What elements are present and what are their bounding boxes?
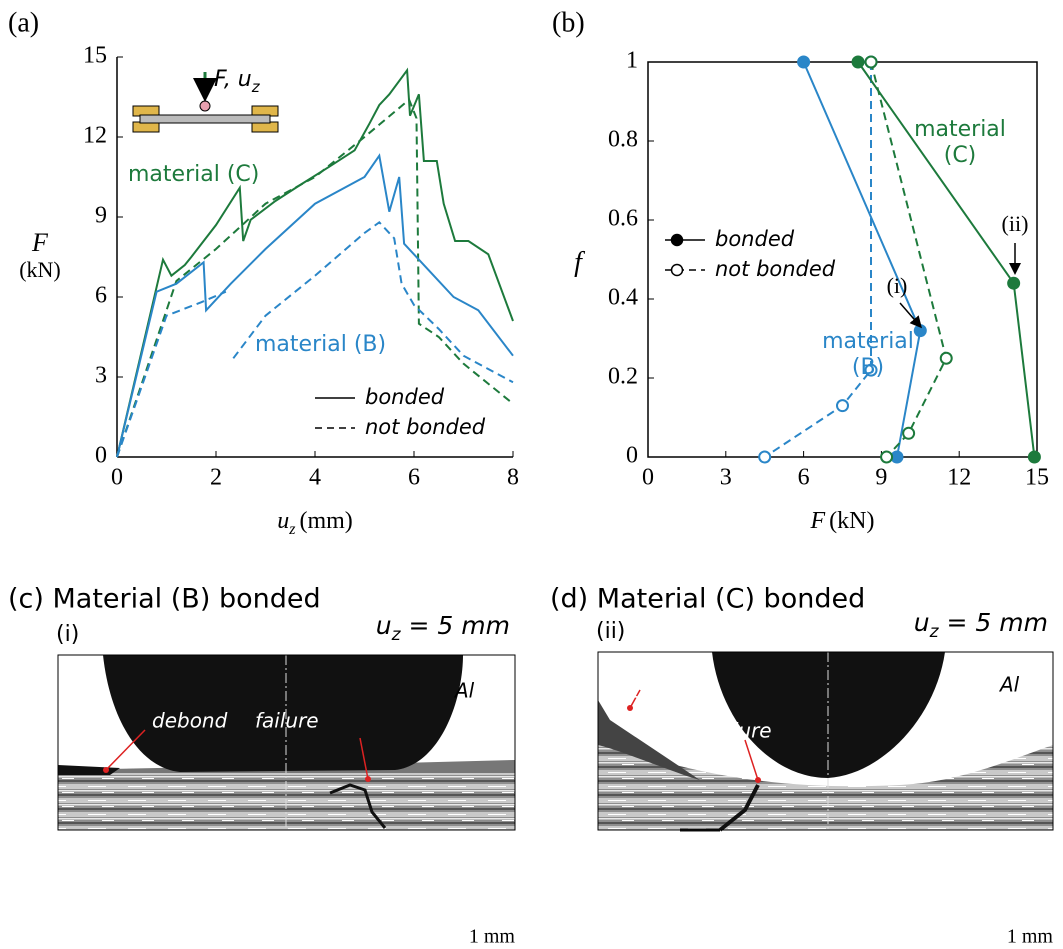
data-point [941, 353, 952, 364]
y-tick-label: 9 [95, 203, 107, 229]
panel-title: (c) Material (B) bonded [8, 584, 321, 615]
text-part: u [914, 608, 930, 637]
data-point [903, 428, 914, 439]
panel-tag: (ii) [596, 619, 625, 644]
displacement-label: uz = 5 mm [376, 611, 510, 645]
panel-label: (b) [552, 7, 585, 38]
text-part: = 5 mm [939, 608, 1048, 637]
text-part: F [810, 508, 826, 534]
data-line [117, 156, 513, 457]
text-part: f [574, 247, 585, 278]
x-tick-label: 15 [1025, 465, 1049, 491]
data-line [117, 70, 513, 457]
data-point [1008, 278, 1019, 289]
text-part: (kN) [829, 508, 874, 534]
data-point [798, 57, 809, 68]
x-tick-label: 2 [210, 465, 222, 491]
annotation: material (B) [255, 332, 386, 357]
inset-beam [140, 115, 270, 123]
y-tick-label: 12 [83, 123, 107, 149]
image-label: debond [632, 679, 708, 703]
x-tick-label: 12 [947, 465, 971, 491]
y-tick-label: 0.6 [608, 206, 638, 232]
y-tick-label: 3 [95, 363, 107, 389]
data-line [117, 100, 513, 457]
data-point [853, 57, 864, 68]
scale-label: 1 mm [469, 926, 516, 948]
displacement-label: uz = 5 mm [914, 608, 1048, 642]
y-tick-label: 1 [626, 48, 638, 74]
legend-marker [672, 235, 683, 246]
text-part: z [251, 78, 261, 96]
y-tick-label: 6 [95, 283, 107, 309]
text-part: z [288, 521, 296, 538]
x-tick-label: 6 [798, 465, 810, 491]
y-tick-label: 0.8 [608, 127, 638, 153]
text-part: (mm) [299, 508, 352, 534]
y-tick-label: 0 [626, 443, 638, 469]
scale-label: 1 mm [1007, 926, 1054, 948]
image-label: failure [255, 709, 319, 733]
page: 0246803691215(a)uz(mm)F(kN)material (C)m… [0, 0, 1063, 949]
annotation: (i) [887, 273, 908, 298]
panel-label: (a) [8, 7, 39, 38]
image-label: Al [453, 679, 475, 703]
annotation: material [914, 117, 1006, 142]
x-tick-label: 3 [720, 465, 732, 491]
data-point [891, 452, 902, 463]
x-tick-label: 0 [642, 465, 654, 491]
figure: 0246803691215(a)uz(mm)F(kN)material (C)m… [0, 0, 1063, 949]
text-part: u [277, 508, 289, 534]
image-label: debond [152, 709, 228, 733]
data-point [915, 325, 926, 336]
y-tick-label: 0.2 [608, 364, 638, 390]
image-label: Al [998, 673, 1020, 697]
annotation: material (C) [128, 162, 259, 187]
annotation: (ii) [1002, 211, 1029, 236]
x-tick-label: 6 [408, 465, 420, 491]
micrograph-c [58, 655, 515, 830]
x-tick-label: 4 [309, 465, 321, 491]
x-tick-label: 9 [875, 465, 887, 491]
legend-label: bonded [365, 385, 445, 409]
legend-label: not bonded [365, 415, 486, 439]
text-part: (kN) [19, 257, 61, 282]
text-part: u [376, 611, 392, 640]
text-part: = 5 mm [401, 611, 510, 640]
data-point [837, 400, 848, 411]
y-axis-label: f [574, 247, 585, 278]
y-tick-label: 15 [83, 43, 107, 69]
data-point [881, 452, 892, 463]
x-axis-label: F(kN) [810, 508, 875, 534]
legend-label: bonded [715, 227, 795, 251]
x-axis-label: uz(mm) [277, 508, 353, 538]
data-point [759, 452, 770, 463]
annotation: material [822, 329, 914, 354]
legend-label: not bonded [715, 257, 836, 281]
panel-title: (d) Material (C) bonded [550, 584, 865, 615]
annotation: (B) [852, 355, 884, 380]
x-tick-label: 0 [111, 465, 123, 491]
y-axis-label: F [31, 228, 49, 257]
panel-tag: (i) [56, 622, 79, 647]
x-tick-label: 8 [507, 465, 519, 491]
y-axis-unit: (kN) [19, 257, 61, 282]
text-part: F, u [214, 67, 252, 92]
inset-indenter [200, 101, 210, 111]
image-label: failure [708, 719, 772, 743]
y-tick-label: 0 [95, 443, 107, 469]
annotation: (C) [944, 143, 977, 168]
legend-marker [672, 265, 683, 276]
inset-label: F, uz [214, 67, 261, 96]
data-point [866, 57, 877, 68]
data-point [1029, 452, 1040, 463]
y-tick-label: 0.4 [608, 285, 638, 311]
text-part: F [31, 228, 49, 257]
